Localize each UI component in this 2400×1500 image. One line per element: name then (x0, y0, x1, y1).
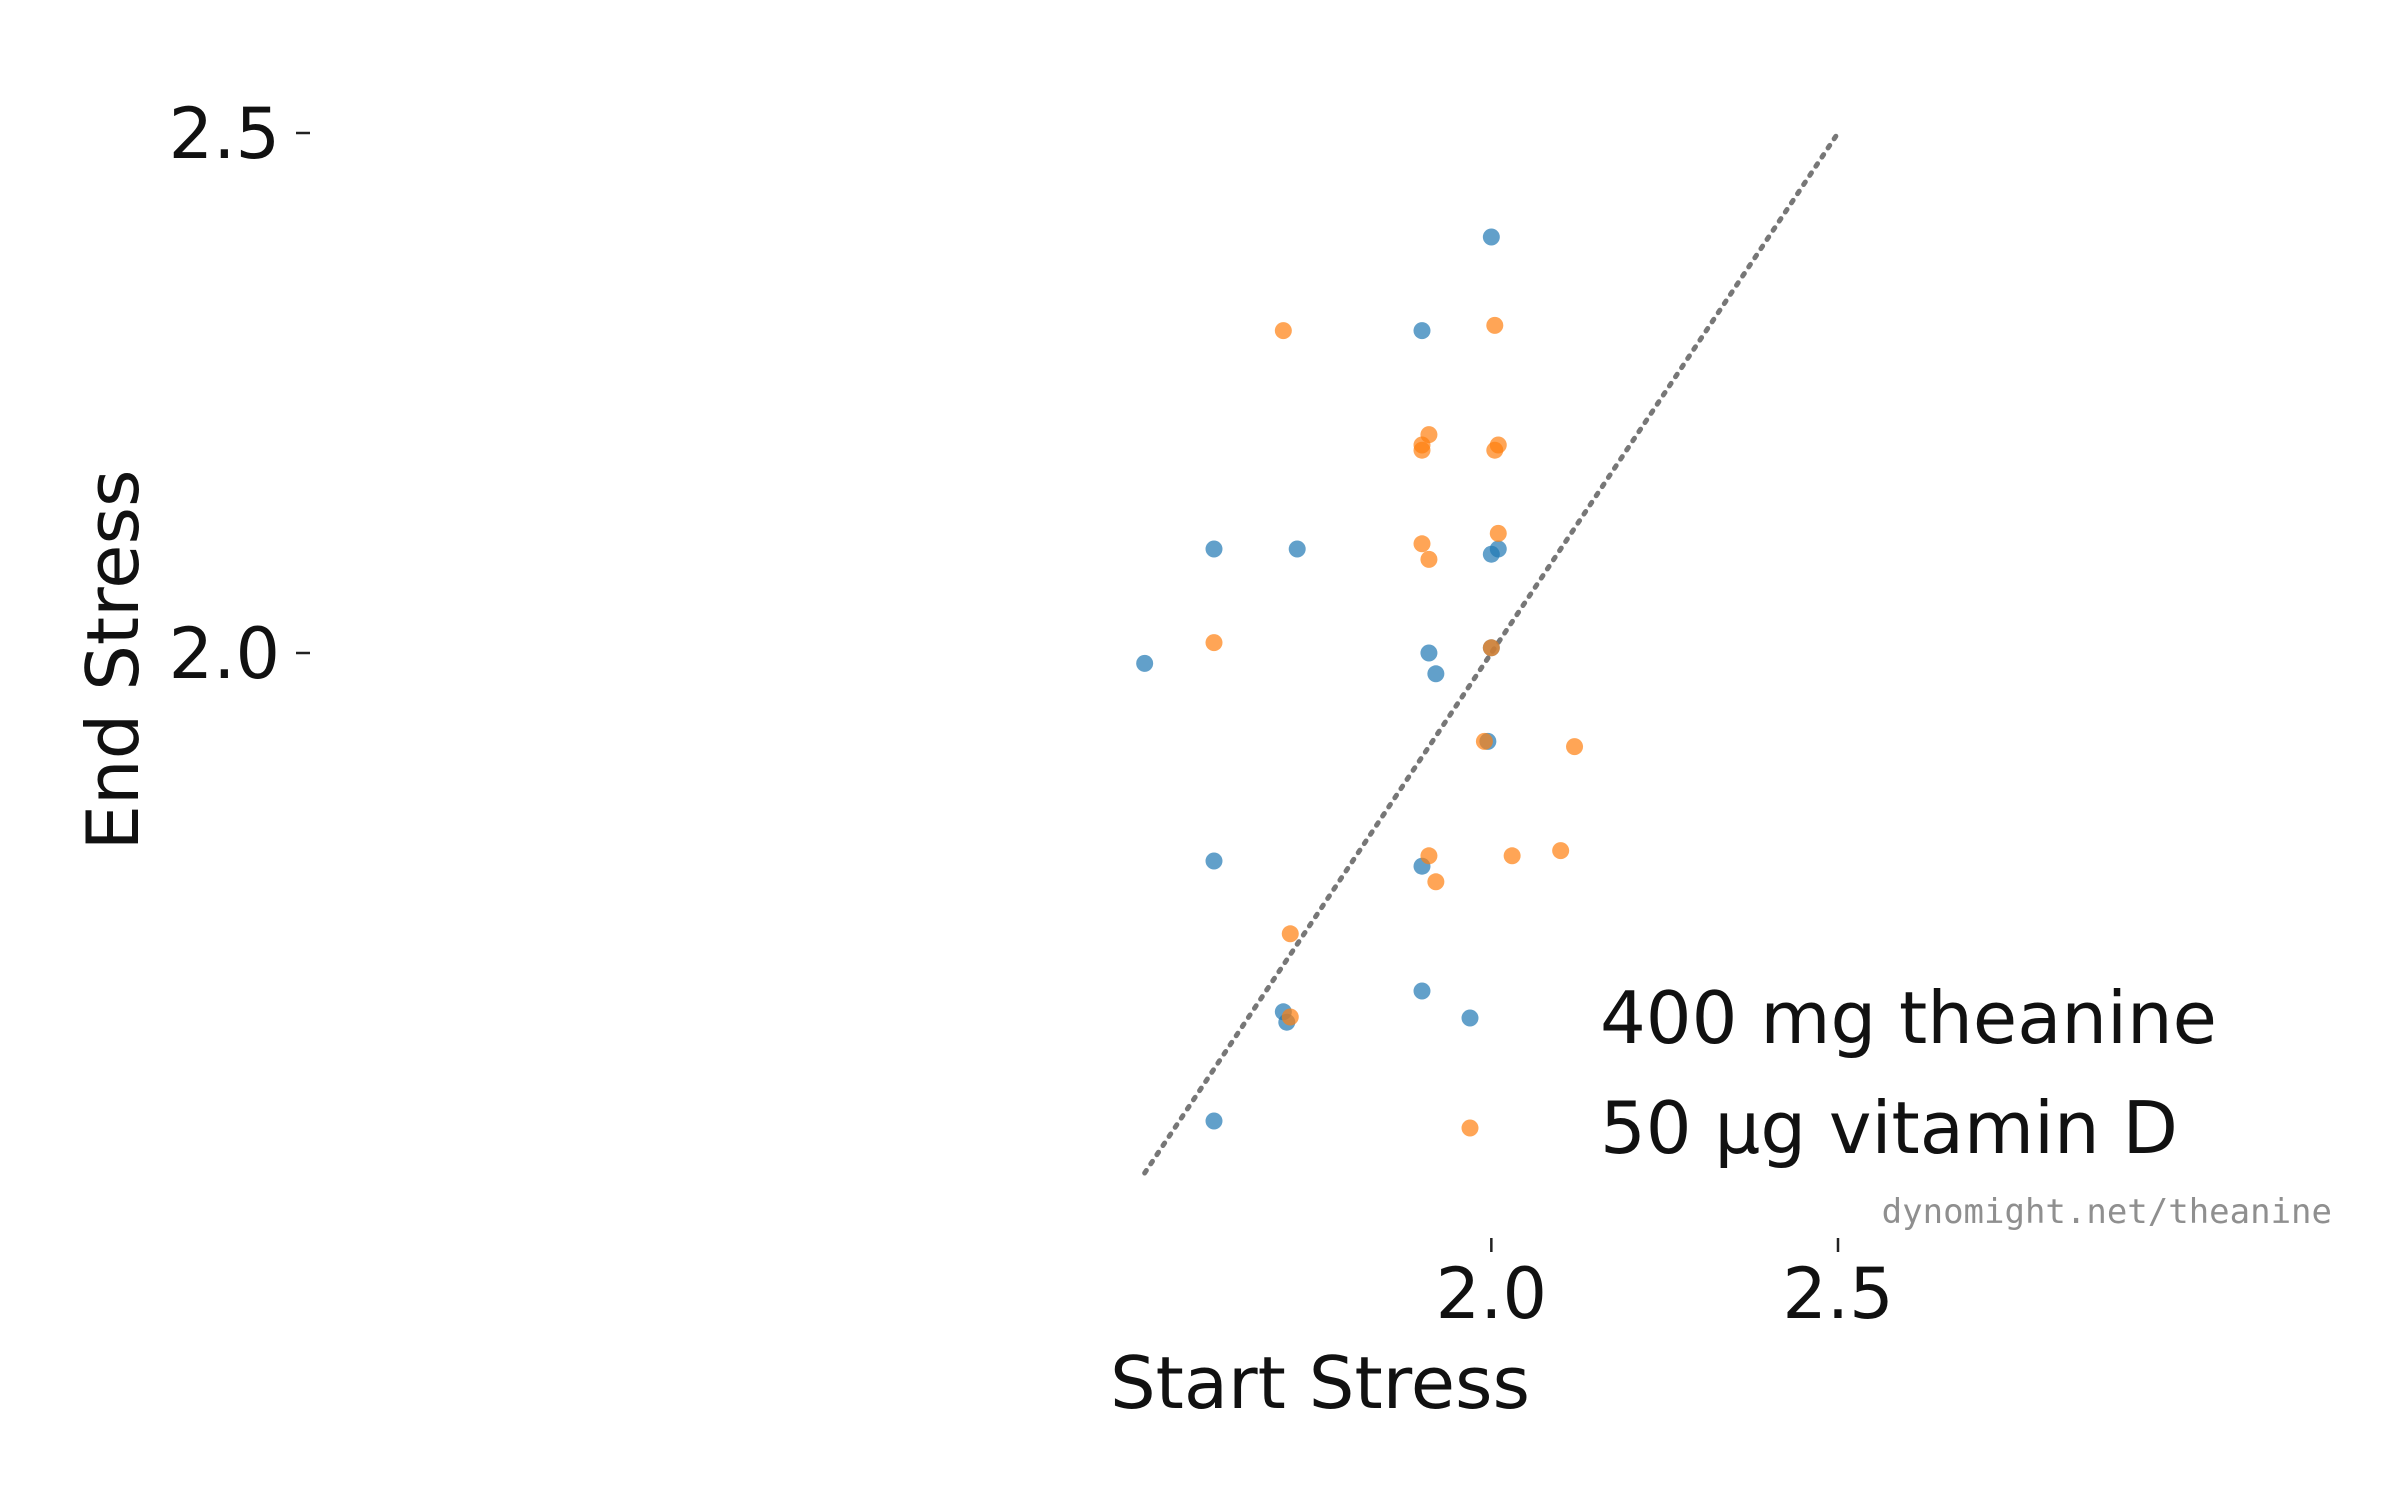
data-point-theanine (1136, 654, 1154, 672)
data-point-vitamin-d (1482, 639, 1500, 657)
data-point-theanine (1427, 665, 1445, 683)
data-point-vitamin-d (1420, 426, 1438, 444)
y-axis-label: End Stress (71, 470, 155, 851)
data-point-vitamin-d (1486, 316, 1504, 334)
data-point-vitamin-d (1489, 524, 1507, 542)
data-point-theanine (1205, 540, 1223, 558)
legend-marker (1461, 1009, 1479, 1027)
data-point-vitamin-d (1566, 738, 1584, 756)
data-point-vitamin-d (1205, 634, 1223, 652)
data-point-vitamin-d (1489, 436, 1507, 454)
data-point-theanine (1420, 644, 1438, 662)
y-tick-label: 2.5 (169, 93, 280, 175)
axes-layer: 2.0 2.5 2.0 2.5 (169, 93, 1894, 1335)
watermark: dynomight.net/theanine (1882, 1192, 2332, 1232)
data-point-vitamin-d (1274, 322, 1292, 340)
data-point-vitamin-d (1413, 535, 1431, 553)
data-point-theanine (1288, 540, 1306, 558)
data-point-theanine (1413, 322, 1431, 340)
data-point-vitamin-d (1420, 550, 1438, 568)
y-tick-label: 2.0 (169, 613, 280, 695)
data-point-vitamin-d (1281, 925, 1299, 943)
data-point-theanine (1205, 1112, 1223, 1130)
data-point-vitamin-d (1503, 847, 1521, 865)
data-point-theanine (1413, 982, 1431, 1000)
legend-marker (1461, 1119, 1479, 1137)
points-layer (1136, 228, 1584, 1130)
legend-label: 50 µg vitamin D (1600, 1086, 2178, 1170)
legend-label: 400 mg theanine (1600, 976, 2217, 1060)
data-point-vitamin-d (1413, 441, 1431, 459)
data-point-vitamin-d (1281, 1008, 1299, 1026)
x-tick-label: 2.5 (1782, 1253, 1893, 1335)
data-point-vitamin-d (1475, 732, 1493, 750)
data-point-theanine (1482, 228, 1500, 246)
data-point-vitamin-d (1552, 842, 1570, 860)
data-point-theanine (1482, 545, 1500, 563)
x-axis-label: Start Stress (1110, 1341, 1530, 1425)
data-point-theanine (1205, 852, 1223, 870)
legend: 400 mg theanine 50 µg vitamin D (1461, 976, 2217, 1170)
data-point-vitamin-d (1427, 873, 1445, 891)
x-tick-label: 2.0 (1436, 1253, 1547, 1335)
data-point-vitamin-d (1420, 847, 1438, 865)
